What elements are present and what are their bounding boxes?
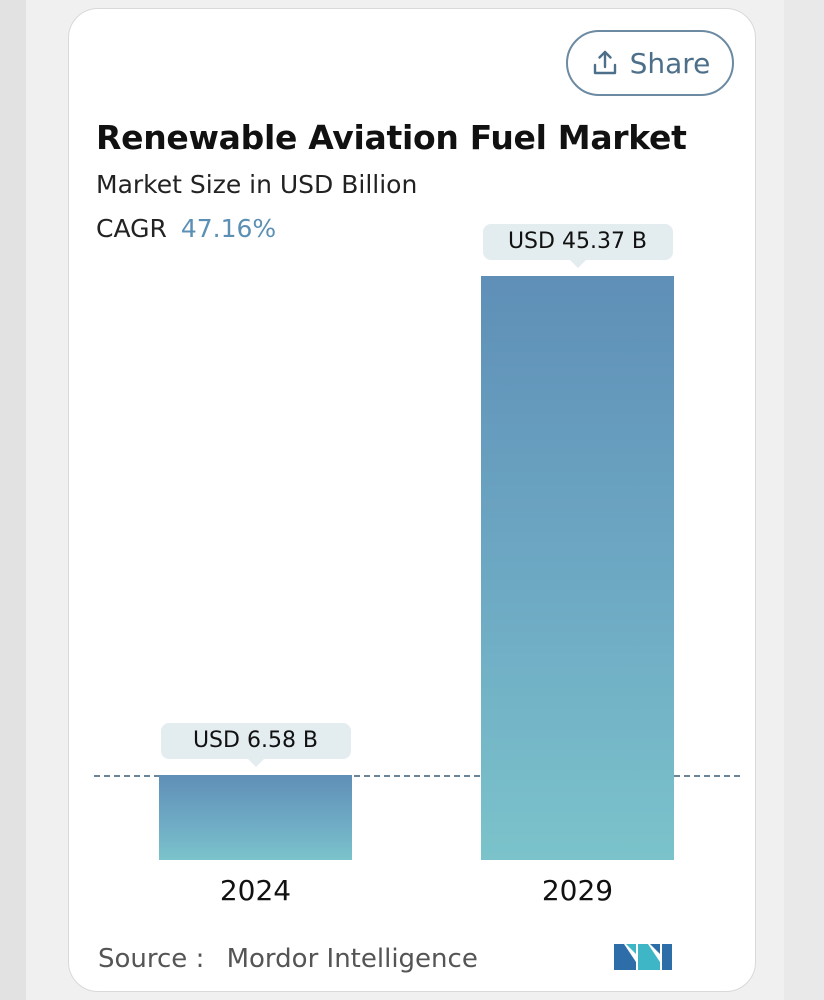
cagr-value: 47.16% bbox=[180, 214, 277, 243]
value-label-2029: USD 45.37 B bbox=[482, 224, 673, 268]
left-frame-edge bbox=[0, 0, 26, 1000]
source-label: Source : bbox=[98, 944, 205, 974]
share-label: Share bbox=[629, 46, 711, 80]
bar-2029 bbox=[481, 276, 674, 860]
mordor-intelligence-logo bbox=[614, 940, 672, 970]
x-tick-label-2029: 2029 bbox=[541, 874, 614, 907]
reference-dashed-line bbox=[94, 775, 740, 777]
x-tick-label-2024: 2024 bbox=[219, 874, 292, 907]
share-icon bbox=[590, 48, 620, 78]
bar-2024 bbox=[159, 775, 352, 860]
source-name: Mordor Intelligence bbox=[226, 944, 478, 974]
cagr-label: CAGR bbox=[96, 214, 167, 243]
value-label-2024: USD 6.58 B bbox=[160, 723, 351, 767]
share-button[interactable]: Share bbox=[566, 30, 734, 96]
source-line: Source : Mordor Intelligence bbox=[98, 944, 478, 974]
chart-subtitle: Market Size in USD Billion bbox=[96, 170, 418, 199]
right-frame-edge bbox=[784, 0, 824, 1000]
cagr-line: CAGR 47.16% bbox=[96, 214, 276, 243]
chart-title: Renewable Aviation Fuel Market bbox=[96, 118, 687, 157]
